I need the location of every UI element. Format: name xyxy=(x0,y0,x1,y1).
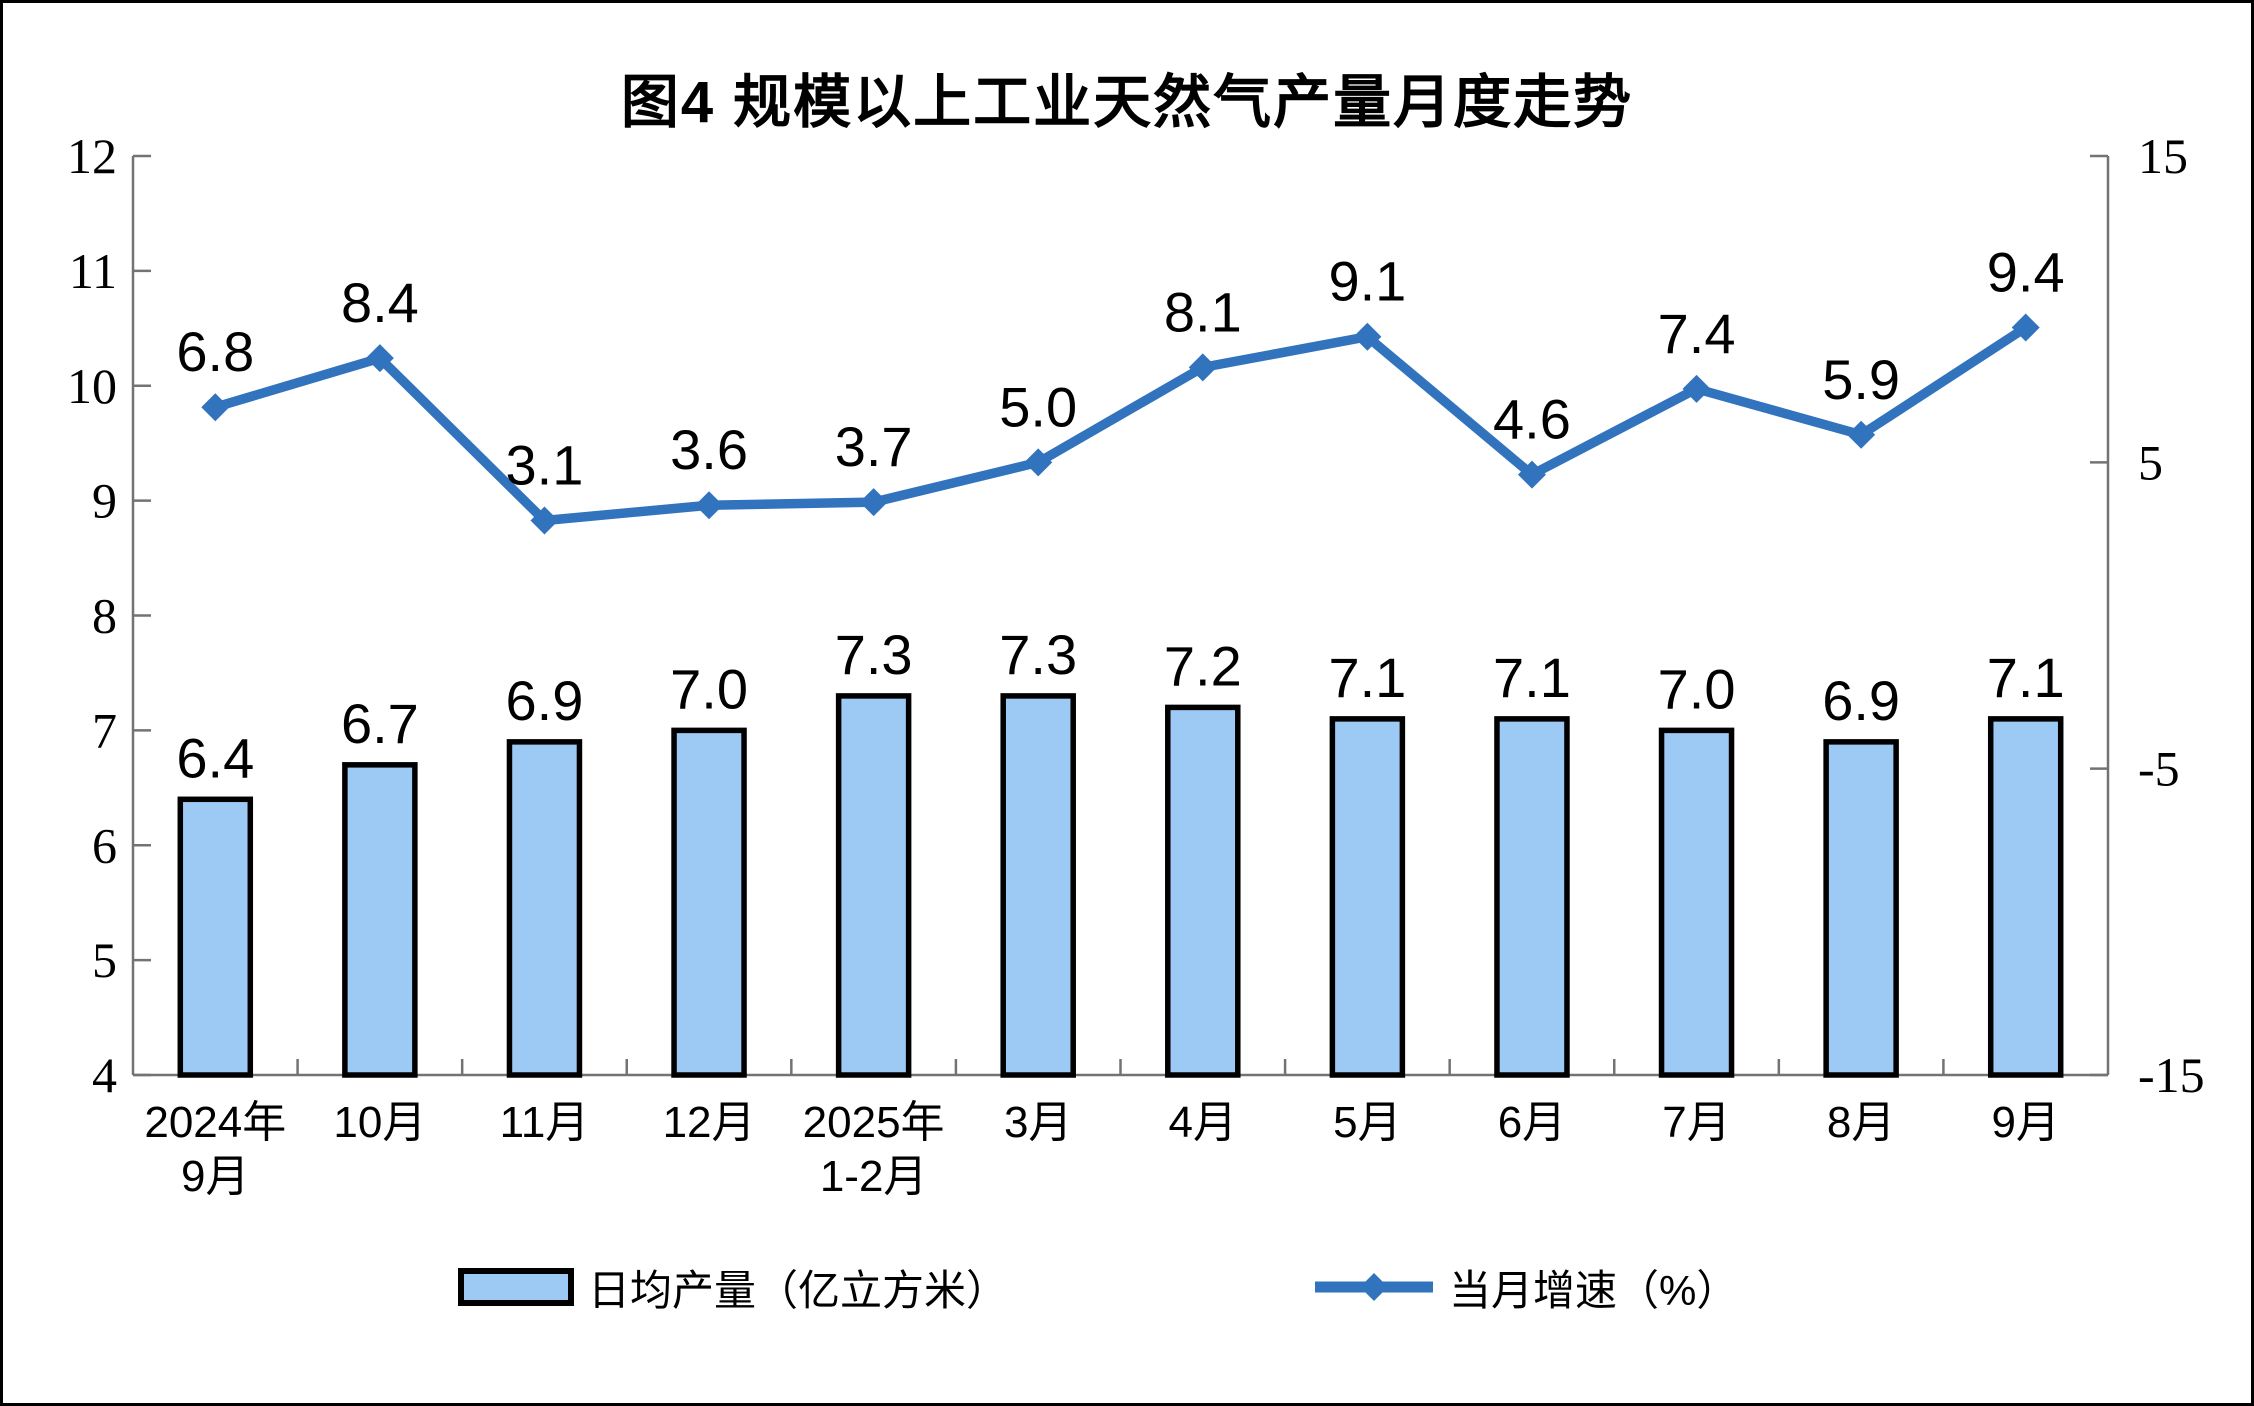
line-marker-diamond xyxy=(1353,322,1382,351)
category-label: 5月 xyxy=(1333,1098,1401,1147)
category-label: 9月 xyxy=(181,1152,249,1201)
left-axis-tick-label: 10 xyxy=(67,358,117,414)
line-marker-diamond xyxy=(1517,460,1546,489)
bar-value-label: 7.0 xyxy=(1658,657,1736,720)
category-label: 8月 xyxy=(1827,1098,1895,1147)
right-axis-tick-label: -15 xyxy=(2138,1047,2205,1103)
legend-item-line-series: 当月增速（%） xyxy=(1313,1263,1738,1314)
legend-item-bar-series: 日均产量（亿立方米） xyxy=(458,1263,1008,1314)
bar xyxy=(1329,716,1406,1078)
bar-value-label: 7.1 xyxy=(1328,646,1406,709)
bar xyxy=(671,727,747,1078)
combo-chart-plot: 12 11 10 9 8 7 6 5 4 15 5 -5 -15 2024年 9月 10月 11月 12月 2025… xyxy=(67,128,2205,1201)
bar-value-label: 7.3 xyxy=(999,623,1077,686)
bar-value-label: 7.1 xyxy=(1493,646,1571,709)
line-marker-diamond xyxy=(2011,313,2040,342)
left-axis-tick-label: 4 xyxy=(92,1047,117,1103)
line-marker-diamond xyxy=(1682,374,1711,403)
line-value-label: 8.4 xyxy=(341,271,419,334)
line-marker-diamond xyxy=(365,344,394,373)
line-value-label: 4.6 xyxy=(1493,388,1571,451)
category-label: 4月 xyxy=(1169,1098,1237,1147)
growth-line xyxy=(213,323,2029,526)
line-marker-diamond xyxy=(1847,420,1876,449)
line-value-label: 3.7 xyxy=(835,415,913,478)
line-value-label: 7.4 xyxy=(1658,302,1736,365)
bar-series-label: 日均产量（亿立方米） xyxy=(588,1266,1009,1314)
bar-series-swatch xyxy=(458,1268,574,1306)
category-label: 1-2月 xyxy=(820,1152,928,1201)
category-label: 12月 xyxy=(663,1098,756,1147)
bar xyxy=(1658,727,1735,1078)
bar xyxy=(1823,739,1899,1078)
right-axis-tick-label: 15 xyxy=(2138,128,2188,184)
line-value-label: 3.6 xyxy=(670,418,748,481)
category-label: 10月 xyxy=(333,1098,426,1147)
line-value-label: 9.1 xyxy=(1328,250,1406,313)
bar-value-label: 6.4 xyxy=(176,726,254,789)
bar-value-label: 7.2 xyxy=(1164,634,1242,697)
bar-value-label: 6.7 xyxy=(341,692,419,755)
line-value-label: 9.4 xyxy=(1987,241,2065,304)
line-value-label: 6.8 xyxy=(176,320,254,383)
line-value-label: 5.9 xyxy=(1822,348,1900,411)
category-label: 3月 xyxy=(1004,1098,1072,1147)
bar xyxy=(1165,704,1241,1078)
right-axis-tick-label: 5 xyxy=(2138,434,2163,490)
bar xyxy=(1987,716,2064,1078)
left-axis-tick-label: 12 xyxy=(67,128,117,184)
bar-value-label: 7.0 xyxy=(670,657,748,720)
bar xyxy=(1494,716,1570,1078)
line-marker-diamond xyxy=(201,393,230,422)
line-marker-diamond xyxy=(859,488,888,517)
bar xyxy=(835,693,912,1078)
category-label: 11月 xyxy=(500,1098,590,1147)
bar xyxy=(177,796,254,1078)
left-axis-tick-label: 9 xyxy=(92,473,117,529)
line-value-label: 5.0 xyxy=(999,375,1077,438)
category-label: 6月 xyxy=(1498,1098,1566,1147)
left-axis-tick-label: 8 xyxy=(92,588,117,644)
left-axis-tick-label: 7 xyxy=(92,702,117,758)
left-axis-tick-label: 5 xyxy=(92,932,117,988)
line-series-swatch xyxy=(1315,1273,1433,1301)
line-marker-diamond xyxy=(1024,448,1053,477)
line-series-label: 当月增速（%） xyxy=(1449,1266,1739,1314)
left-axis-tick-label: 6 xyxy=(92,817,117,873)
right-axis-tick-label: -5 xyxy=(2138,741,2180,797)
bar-value-label: 7.1 xyxy=(1987,646,2065,709)
category-label: 2024年 xyxy=(144,1098,286,1147)
left-axis-tick-label: 11 xyxy=(69,243,117,299)
line-value-label: 8.1 xyxy=(1164,280,1242,343)
line-marker-diamond xyxy=(695,491,724,520)
bar-value-label: 7.3 xyxy=(835,623,913,686)
bar-value-label: 6.9 xyxy=(1822,669,1900,732)
bar xyxy=(342,762,418,1078)
category-label: 7月 xyxy=(1662,1098,1730,1147)
line-marker-diamond xyxy=(530,506,559,535)
category-label: 2025年 xyxy=(803,1098,945,1147)
chart-title: 图4 规模以上工业天然气产量月度走势 xyxy=(620,70,1634,135)
category-label: 9月 xyxy=(1991,1098,2059,1147)
bar xyxy=(1000,693,1076,1078)
line-marker-diamond xyxy=(1188,353,1217,382)
line-value-label: 3.1 xyxy=(506,434,584,497)
legend-line-marker-diamond xyxy=(1360,1273,1388,1301)
bar xyxy=(506,739,583,1078)
bar-value-label: 6.9 xyxy=(506,669,584,732)
